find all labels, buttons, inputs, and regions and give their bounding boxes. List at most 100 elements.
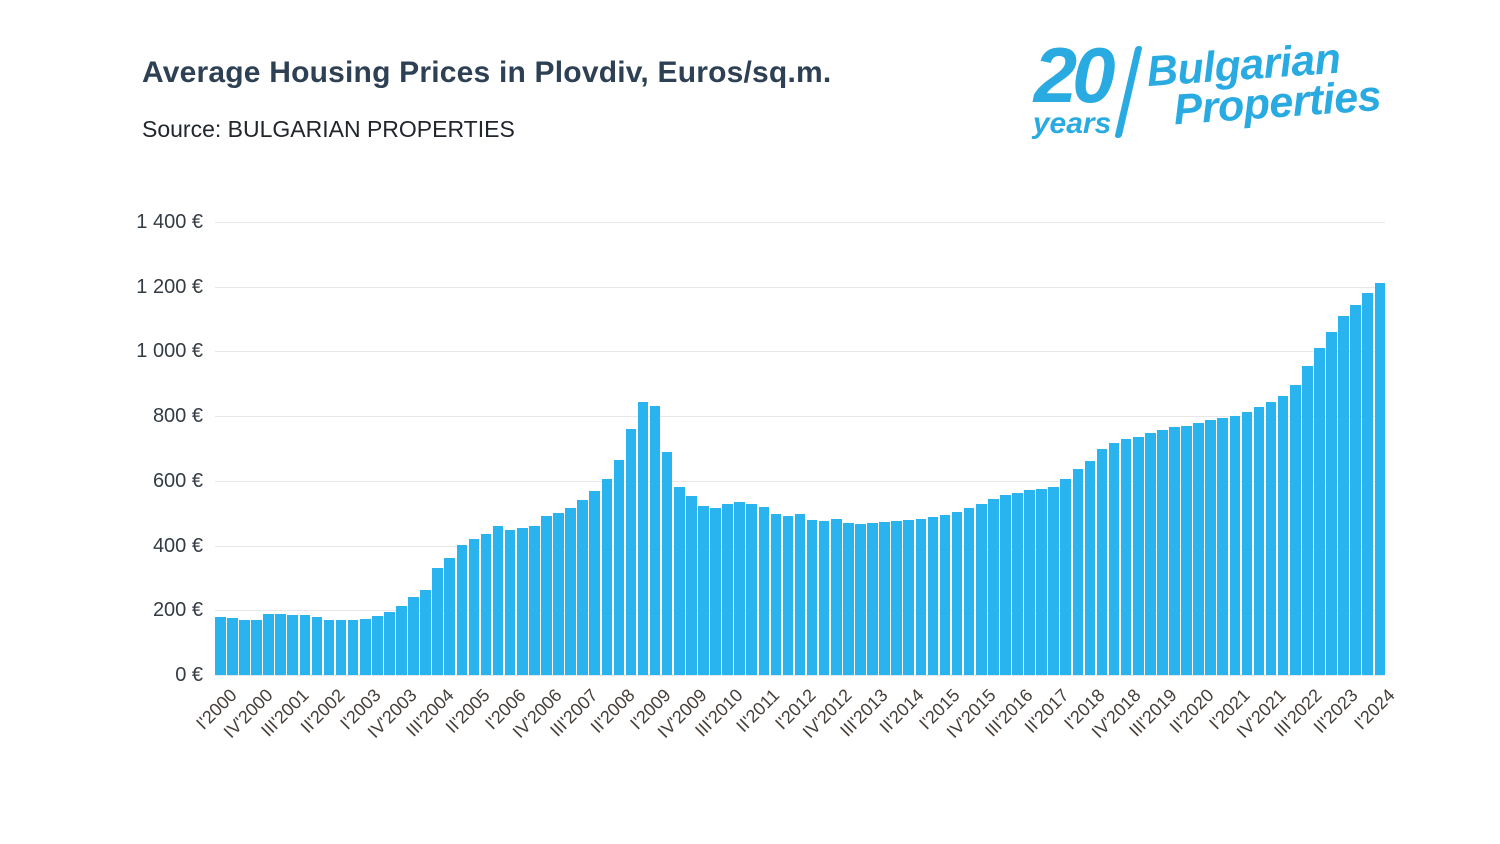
- y-axis-tick-label: 200 €: [152, 599, 203, 622]
- chart-bar: [347, 620, 359, 675]
- chart-bar: [251, 620, 262, 675]
- chart-bar: [1193, 423, 1204, 675]
- chart-bar: [1157, 430, 1168, 675]
- chart-bar: [1277, 396, 1289, 675]
- chart-bar: [420, 590, 431, 675]
- chart-bar: [1169, 427, 1180, 675]
- chart-bar: [1289, 385, 1301, 675]
- chart-bar: [613, 459, 625, 675]
- chart-bar: [239, 619, 250, 675]
- chart-bar: [734, 501, 745, 675]
- chart-bar: [1229, 416, 1241, 675]
- chart-bar: [879, 521, 890, 675]
- y-axis-tick-label: 600 €: [152, 469, 203, 492]
- chart-bar: [1314, 348, 1325, 675]
- chart-bar: [975, 503, 987, 675]
- chart-bar: [686, 496, 697, 675]
- gridline: [215, 222, 1385, 223]
- chart-bar: [794, 514, 806, 675]
- chart-bar: [529, 526, 540, 675]
- chart-bar: [830, 518, 842, 675]
- chart-bar: [722, 504, 733, 675]
- chart-bar: [311, 617, 323, 675]
- chart-bar: [215, 616, 226, 675]
- chart-bar: [843, 522, 854, 675]
- chart-bar: [1265, 401, 1277, 675]
- gridline: [215, 351, 1385, 353]
- chart-bar: [456, 544, 468, 675]
- chart-bar: [516, 527, 528, 675]
- y-axis-tick-label: 0 €: [175, 664, 203, 686]
- chart-bar: [661, 451, 673, 675]
- chart-bar: [1362, 293, 1373, 675]
- chart-bar: [492, 526, 504, 675]
- chart-bar: [227, 618, 238, 675]
- chart-bar: [275, 614, 286, 675]
- gridline: [215, 416, 1385, 418]
- chart-bar: [384, 611, 395, 675]
- chart-bar: [1048, 486, 1059, 675]
- chart-bar: [988, 498, 999, 675]
- chart-source: Source: BULGARIAN PROPERTIES: [142, 116, 515, 142]
- gridline: [215, 480, 1385, 482]
- chart-bar: [818, 521, 830, 675]
- y-axis-tick-label: 400 €: [152, 534, 203, 557]
- chart-bar: [698, 506, 709, 675]
- chart-bar: [1036, 488, 1047, 675]
- chart-bar: [480, 533, 492, 675]
- logo-years-label: years: [1032, 107, 1112, 140]
- chart-bar: [589, 490, 600, 675]
- chart-bar: [1132, 437, 1144, 675]
- chart-bar: [1012, 492, 1023, 675]
- chart-bar: [1060, 479, 1072, 675]
- chart-bar: [601, 479, 613, 675]
- bars-container: [215, 222, 1386, 675]
- x-axis-tick-label: I'2024: [1349, 685, 1399, 734]
- chart-bar: [1374, 283, 1386, 675]
- chart-bar: [1338, 315, 1349, 675]
- chart-bar: [855, 523, 866, 675]
- chart-bar: [1253, 407, 1265, 675]
- chart-bar: [444, 557, 456, 675]
- chart-bar: [577, 500, 588, 675]
- chart-bar: [1000, 494, 1011, 675]
- y-axis-tick-label: 800 €: [152, 405, 203, 428]
- chart-bar: [565, 508, 576, 675]
- chart-bar: [673, 487, 685, 675]
- chart-bar: [432, 568, 443, 675]
- chart-bar: [770, 513, 782, 675]
- chart-bar: [710, 508, 721, 675]
- chart-bar: [1096, 448, 1108, 675]
- chart-bar: [903, 520, 915, 675]
- chart-bar: [468, 539, 480, 675]
- chart-bar: [806, 519, 818, 675]
- y-axis-tick-label: 1 400 €: [136, 211, 203, 233]
- chart-bar: [323, 619, 335, 675]
- chart-title: Average Housing Prices in Plovdiv, Euros…: [142, 56, 832, 89]
- chart-bar: [1108, 442, 1120, 675]
- chart-bar: [1024, 489, 1035, 675]
- chart-bar: [1326, 332, 1337, 675]
- chart-bar: [1217, 417, 1229, 675]
- chart-bar: [1302, 366, 1313, 675]
- chart-bar: [649, 406, 661, 675]
- chart-bar: [335, 620, 347, 675]
- logo-20-years: 20 years: [1032, 31, 1116, 140]
- chart-bar: [867, 522, 878, 675]
- chart-bar: [299, 615, 311, 675]
- chart-bar: [927, 517, 939, 675]
- chart-bar: [963, 508, 975, 675]
- y-axis-tick-label: 1 200 €: [136, 275, 203, 298]
- chart-bar: [396, 606, 407, 675]
- chart-bar: [951, 512, 963, 675]
- chart-bar: [372, 616, 383, 675]
- chart-bar: [1241, 412, 1253, 675]
- chart-bar: [1205, 420, 1216, 675]
- chart-bar: [1084, 461, 1096, 675]
- chart-bar: [637, 401, 649, 675]
- logo-20-number: 20: [1033, 31, 1116, 119]
- chart-bar: [359, 619, 371, 675]
- chart-bar: [1072, 468, 1084, 675]
- chart-bar: [782, 515, 794, 675]
